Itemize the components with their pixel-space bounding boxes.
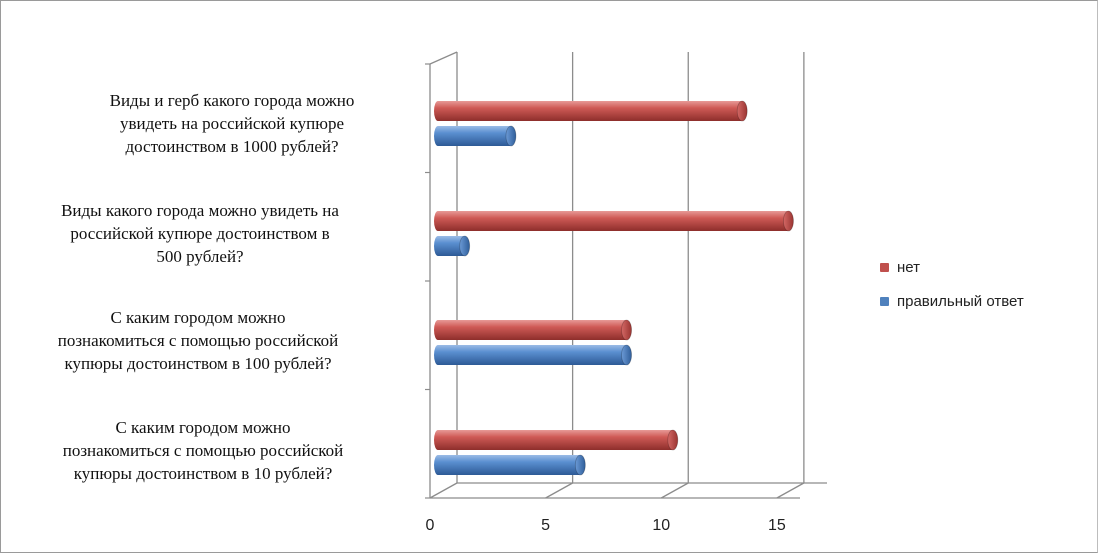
bar-net-2 <box>434 319 632 341</box>
bar-body <box>438 101 743 121</box>
bars-layer <box>434 100 794 476</box>
category-label-10: С каким городом можно познакомиться с по… <box>62 418 344 483</box>
bar-start-cap <box>434 455 442 475</box>
bar-start-cap <box>434 236 442 256</box>
bar-start-cap <box>434 211 442 231</box>
bar-start-cap <box>434 345 442 365</box>
floor-line-15 <box>776 482 805 499</box>
bar-end-cap <box>621 344 632 366</box>
grid-layer <box>425 51 827 499</box>
bar-start-cap <box>434 320 442 340</box>
bar-end-cap <box>505 125 517 147</box>
bar-end-cap <box>667 429 679 451</box>
bar-body <box>438 455 581 475</box>
bar-start-cap <box>434 126 442 146</box>
legend-swatch-blue <box>880 297 889 306</box>
x-tick-label-15: 15 <box>768 517 786 534</box>
bar-end-cap <box>736 100 748 122</box>
bar-body <box>438 126 511 146</box>
floor-line-0 <box>429 482 458 499</box>
bar-correct-1 <box>434 235 471 257</box>
bar-correct-2 <box>434 344 632 366</box>
bar-end-cap <box>621 319 632 341</box>
bar-end-cap <box>783 210 794 232</box>
bar-body <box>438 430 673 450</box>
bar-start-cap <box>434 430 442 450</box>
bar-net-1 <box>434 210 794 232</box>
legend-item-correct: правильный ответ <box>880 293 1024 310</box>
bar-correct-3 <box>434 454 586 476</box>
bar-correct-0 <box>434 125 517 147</box>
legend-item-net: нет <box>880 259 920 276</box>
floor-line-10 <box>660 482 689 499</box>
bar-body <box>438 320 627 340</box>
x-tick-labels: 0 5 10 15 <box>426 517 786 534</box>
floor-line-5 <box>545 482 573 499</box>
legend-label-net: нет <box>897 259 920 276</box>
category-label-500: Виды какого города можно увидеть на росс… <box>61 201 339 266</box>
x-tick-label-5: 5 <box>541 517 550 534</box>
bar-body <box>438 236 465 256</box>
bar-start-cap <box>434 101 442 121</box>
bar-body <box>438 211 789 231</box>
category-label-100: С каким городом можно познакомиться с по… <box>57 308 339 373</box>
legend-label-correct: правильный ответ <box>897 293 1024 310</box>
legend-swatch-red <box>880 263 889 272</box>
bar-net-3 <box>434 429 679 451</box>
bar-end-cap <box>574 454 586 476</box>
bar-net-0 <box>434 100 748 122</box>
side-wall-top <box>429 51 458 65</box>
x-tick-label-10: 10 <box>652 517 670 534</box>
x-tick-label-0: 0 <box>426 517 435 534</box>
bar-body <box>438 345 627 365</box>
bar-end-cap <box>459 235 471 257</box>
category-label-1000: Виды и герб какого города можно увидеть … <box>109 91 355 156</box>
